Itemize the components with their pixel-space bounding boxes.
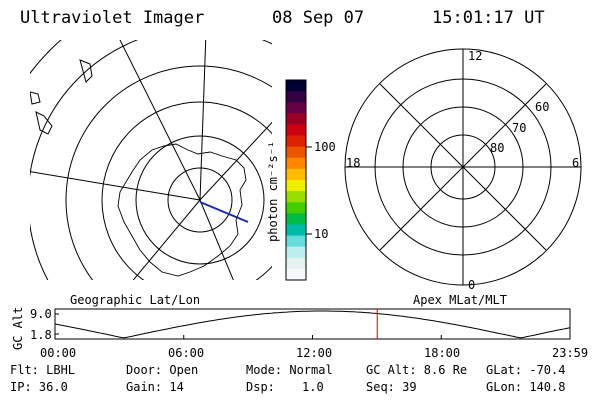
colorbar-segment (286, 102, 306, 114)
geo-meridian (132, 199, 201, 280)
colorbar-segment (286, 146, 306, 159)
colorbar-segment (286, 224, 306, 237)
colorbar-tick-label: 100 (314, 140, 336, 154)
mlat-label: 60 (535, 100, 549, 114)
right-panel-label: Apex MLat/MLT (413, 293, 507, 307)
colorbar-segment (286, 235, 306, 248)
colorbar-frame (285, 79, 307, 281)
door-info: Door: Open (126, 363, 199, 377)
geo-meridian (199, 121, 272, 201)
mlat-label: 80 (490, 141, 504, 155)
mlt-label: 18 (346, 156, 360, 170)
altitude-plot (54, 308, 571, 340)
colorbar-segment (286, 91, 306, 103)
dsp-value: 1.0 (302, 380, 324, 394)
geo-meridian (119, 40, 201, 201)
altitude-ytick-label: 9.0 (30, 307, 52, 321)
gc-altitude-info: GC Alt: 8.6 Re (366, 363, 468, 377)
dsp-label: Dsp: (246, 380, 275, 394)
colorbar-segment (286, 191, 306, 203)
colorbar-segment (286, 202, 306, 214)
colorbar-segment (286, 180, 306, 192)
colorbar-segment (286, 246, 306, 259)
ip-info: IP: 36.0 (10, 380, 68, 394)
observation-date: 08 Sep 07 (272, 8, 365, 28)
geo-lat-circle (167, 167, 233, 233)
altitude-xtick-label: 00:00 (40, 346, 76, 360)
altitude-ytick-label: 1.8 (30, 328, 52, 342)
geo-latitude-info: GLat: -70.4 (486, 363, 566, 377)
gain-info: Gain: 14 (126, 380, 184, 394)
geo-meridian (30, 171, 201, 201)
instrument-title: Ultraviolet Imager (20, 8, 205, 28)
mode-info: Mode: Normal (246, 363, 333, 377)
mlat-mlt-polar-plot (344, 48, 582, 286)
coastline (30, 91, 41, 105)
sequence-info: Seq: 39 (366, 380, 417, 394)
left-panel-label: Geographic Lat/Lon (70, 293, 200, 307)
mlt-label: 12 (468, 49, 482, 63)
altitude-xtick-label: 18:00 (424, 346, 460, 360)
mlt-label: 0 (468, 278, 475, 292)
coastline (35, 111, 53, 135)
filter-info: Flt: LBHL (10, 363, 76, 377)
altitude-xtick-label: 06:00 (168, 346, 204, 360)
altitude-curve (54, 310, 571, 339)
sub-satellite-track (199, 201, 249, 223)
colorbar: 100 10 photon cm⁻²s⁻¹ (266, 79, 336, 281)
mlt-meridian (379, 83, 547, 251)
coastline (117, 143, 247, 277)
coastline (79, 59, 93, 83)
geo-lat-circle (101, 101, 272, 280)
colorbar-segment (286, 268, 306, 281)
mlat-label: 70 (512, 121, 526, 135)
colorbar-segment (286, 113, 306, 125)
colorbar-segment (286, 80, 306, 92)
altitude-axis-label: GC Alt (11, 307, 25, 350)
colorbar-unit-label: photon cm⁻²s⁻¹ (266, 141, 280, 242)
colorbar-tick-label: 10 (314, 227, 328, 241)
geo-lat-circle (65, 65, 272, 280)
colorbar-segment (286, 168, 306, 181)
observation-time: 15:01:17 UT (432, 8, 545, 28)
colorbar-segment (286, 135, 306, 148)
geo-lat-circle (135, 135, 265, 265)
mlt-label: 6 (572, 156, 579, 170)
geo-meridian (199, 199, 234, 280)
altitude-plot-frame (54, 308, 571, 340)
colorbar-segment (286, 157, 306, 170)
geo-meridian (199, 40, 207, 201)
colorbar-segment (286, 124, 306, 137)
altitude-xtick-label: 23:59 (552, 346, 588, 360)
colorbar-segment (286, 257, 306, 270)
geo-longitude-info: GLon: 140.8 (486, 380, 566, 394)
colorbar-segment (286, 213, 306, 225)
geographic-map (30, 40, 272, 280)
altitude-xtick-label: 12:00 (296, 346, 332, 360)
